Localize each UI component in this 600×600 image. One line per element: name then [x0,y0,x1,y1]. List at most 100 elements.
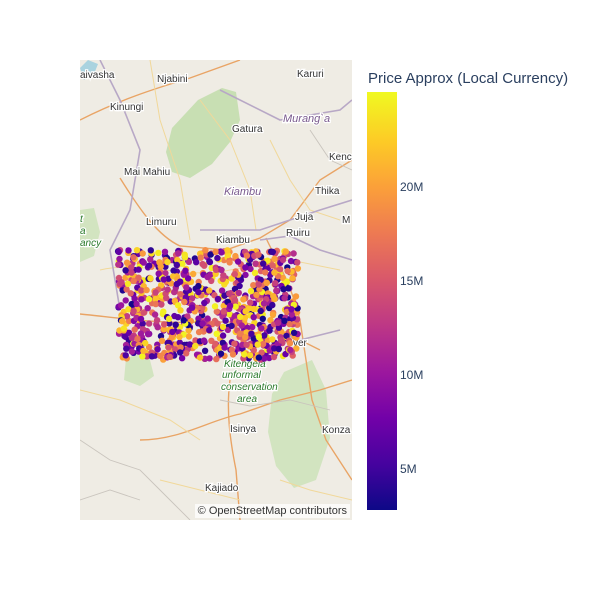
place-label: Kiambu [224,186,261,198]
scatter-point [135,266,142,273]
place-label: Juja [295,212,314,223]
scatter-point [235,289,242,297]
scatter-point [158,301,165,308]
scatter-point [207,251,214,258]
scatter-point [138,296,145,303]
scatter-point [206,327,213,334]
scatter-point [231,297,239,304]
scatter-point [269,248,276,256]
forest-kiambu-edge [80,208,100,262]
scatter-point [125,317,133,325]
scatter-point [229,351,237,358]
scatter-point [128,300,135,308]
scatter-point [271,269,278,276]
scatter-point [289,275,296,282]
scatter-point [216,344,223,351]
map-canvas[interactable]: aivasha Njabini Karuri Kinungi Gatura Murang`… [80,60,352,520]
scatter-point [131,295,138,302]
scatter-point [226,311,233,318]
scatter-point [168,333,176,340]
scatter-point [190,270,197,278]
scatter-point [247,299,254,306]
scatter-point [275,345,282,353]
scatter-point [281,317,288,324]
scatter-point [199,320,206,327]
scatter-point [222,317,229,324]
colorbar-tick-15m: 15M [400,274,424,288]
scatter-point [128,269,135,276]
scatter-point [147,247,154,254]
place-label: t [80,214,84,225]
scatter-point [138,287,145,294]
scatter-point [184,275,192,282]
scatter-point [157,352,164,359]
scatter-point [166,353,173,360]
scatter-point [160,321,168,328]
scatter-point [248,330,255,337]
colorbar-tick-5m: 5M [400,462,417,476]
place-label: Konza [322,425,351,436]
scatter-point [279,256,287,264]
scatter-point [137,330,145,337]
scatter-point [152,300,159,308]
scatter-point [224,251,232,259]
scatter-point [173,280,180,288]
scatter-point [281,294,288,302]
scatter-point [250,282,257,289]
scatter-point [128,348,136,355]
scatter-point [201,355,209,362]
scatter-point [250,305,257,313]
scatter-point [151,311,159,318]
lake-shape [80,60,98,80]
scatter-point [128,334,136,341]
scatter-point [118,279,125,286]
scatter-point [200,337,208,344]
scatter-point [273,287,280,294]
scatter-point [123,313,131,320]
scatter-point [292,293,300,300]
scatter-point [158,337,166,344]
scatter-point [188,304,196,311]
scatter-point [178,355,186,362]
scatter-point [183,284,190,291]
scatter-point [152,289,159,296]
forest-aberdare [166,88,240,178]
scatter-point [224,247,231,254]
scatter-point [220,272,227,279]
scatter-point [154,324,161,331]
scatter-point [287,346,294,354]
scatter-point [204,315,211,322]
scatter-point [163,294,170,302]
scatter-point [193,259,200,266]
scatter-point [243,252,251,259]
place-label: Ruiru [286,228,310,239]
place-label: Kiambu [216,235,250,246]
scatter-point [255,354,263,361]
place-label: Kinungi [110,102,143,113]
scatter-point [226,259,233,266]
scatter-point [173,261,180,269]
scatter-point [134,335,141,343]
map-panel[interactable]: aivasha Njabini Karuri Kinungi Gatura Murang`… [80,60,352,520]
place-label: Njabini [157,74,188,85]
colorbar-title: Price Approx (Local Currency) [368,70,569,87]
scatter-point [204,273,211,281]
scatter-point [206,287,213,294]
scatter-point [232,252,239,260]
scatter-point [263,279,270,286]
scatter-point [262,269,269,276]
scatter-point [174,256,181,264]
map-attribution[interactable]: © OpenStreetMap contributors [194,504,350,518]
scatter-point [264,337,271,344]
scatter-point [257,307,264,315]
scatter-point [124,280,132,287]
scatter-point [183,350,190,357]
scatter-point [234,258,242,265]
scatter-point [166,320,173,327]
scatter-point [196,354,204,361]
scatter-point [272,280,279,287]
scatter-point [250,314,257,321]
scatter-point [255,281,262,288]
scatter-point [201,347,209,354]
place-label: Kajiado [205,483,239,494]
